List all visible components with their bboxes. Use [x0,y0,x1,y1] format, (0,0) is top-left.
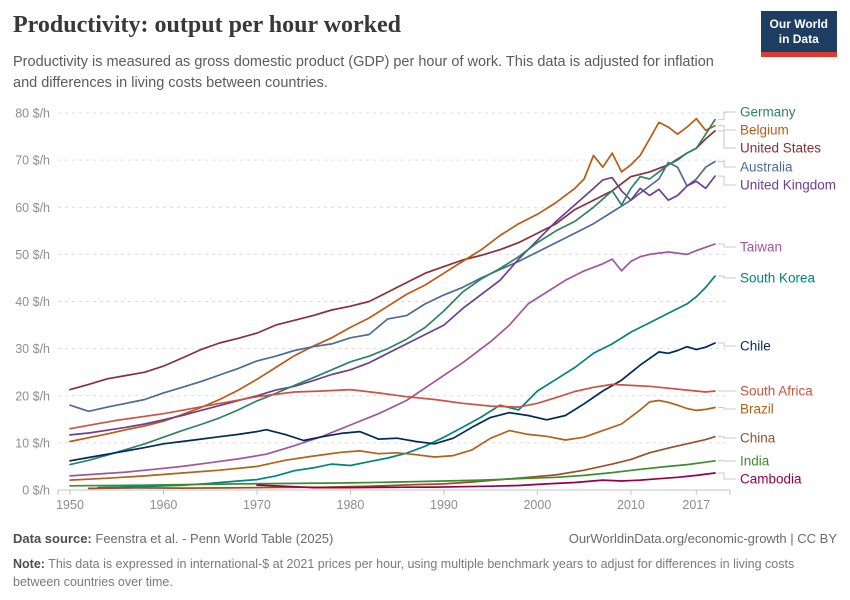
country-label-united-kingdom[interactable]: United Kingdom [740,178,836,193]
chart-note: Note: This data is expressed in internat… [13,555,837,591]
country-label-south-korea[interactable]: South Korea [740,271,816,286]
owid-logo-line2: in Data [778,32,819,46]
country-label-cambodia[interactable]: Cambodia [740,472,802,487]
y-axis-tick-label: 20 $/h [15,389,50,403]
y-axis-tick-label: 70 $/h [15,154,50,168]
legend-connector [718,130,736,149]
legend-connector [718,472,736,480]
chart-subtitle: Productivity is measured as gross domest… [13,54,714,92]
legend-connector [718,275,736,279]
x-axis-tick-label: 1960 [150,498,178,512]
productivity-line-chart[interactable]: 0 $/h 10 $/h 20 $/h 30 $/h 40 $/h 50 $/h 60 $/… [0,98,850,518]
series-line-australia [69,160,716,413]
data-source: Data source: Feenstra et al. - Penn Worl… [13,531,333,546]
x-axis-tick-label: 2010 [617,498,645,512]
country-label-brazil[interactable]: Brazil [740,402,774,417]
y-axis-tick-label: 10 $/h [15,436,50,450]
series-line-belgium [69,117,716,443]
series-line-taiwan [69,243,716,477]
series-line-india [69,459,716,487]
series-line-germany [69,118,716,466]
series-line-chile [69,342,716,462]
y-axis-tick-label: 0 $/h [22,484,50,498]
x-axis-tick-label: 2000 [523,498,551,512]
x-axis-tick-label: 1970 [243,498,271,512]
series-line-united-kingdom [69,175,716,436]
x-axis-tick-label: 2017 [682,498,710,512]
country-label-united-states[interactable]: United States [740,141,821,156]
x-axis-tick-label: 1990 [430,498,458,512]
legend-connector [718,125,736,131]
legend-connector [718,111,736,121]
series-line-cambodia [256,472,716,489]
owid-logo-line1: Our World [769,17,828,31]
y-axis-tick-label: 40 $/h [15,295,50,309]
legend-connector [718,161,736,168]
series-line-south-korea [97,275,716,489]
page-title: Productivity: output per hour worked [13,12,402,38]
y-axis-tick-label: 50 $/h [15,248,50,262]
data-source-value: Feenstra et al. - Penn World Table (2025… [95,531,334,546]
note-label: Note: [13,557,45,571]
legend-connector [718,243,736,248]
y-axis-tick-label: 30 $/h [15,342,50,356]
series-line-united-states [69,130,716,391]
legend-connector [718,342,736,347]
series-line-south-africa [69,383,716,430]
country-label-south-africa[interactable]: South Africa [740,384,813,399]
legend-connector [718,175,736,186]
country-label-india[interactable]: India [740,454,770,469]
legend-connector [718,407,736,410]
country-label-taiwan[interactable]: Taiwan [740,240,782,255]
country-label-belgium[interactable]: Belgium [740,123,789,138]
country-label-china[interactable]: China [740,431,776,446]
legend-connector [718,436,736,439]
chart-footer: Data source: Feenstra et al. - Penn Worl… [13,531,837,591]
data-source-label: Data source: [13,531,92,546]
owid-link[interactable]: OurWorldinData.org/economic-growth | CC … [568,531,837,546]
country-label-chile[interactable]: Chile [740,339,771,354]
x-axis-tick-label: 1980 [337,498,365,512]
y-axis-tick-label: 80 $/h [15,107,50,121]
country-label-germany[interactable]: Germany [740,105,796,120]
note-value: This data is expressed in international-… [13,557,795,590]
y-axis-tick-label: 60 $/h [15,201,50,215]
country-label-australia[interactable]: Australia [740,160,793,175]
owid-logo[interactable]: Our World in Data [760,11,837,57]
series-line-brazil [69,399,716,481]
x-axis-tick-label: 1950 [56,498,84,512]
